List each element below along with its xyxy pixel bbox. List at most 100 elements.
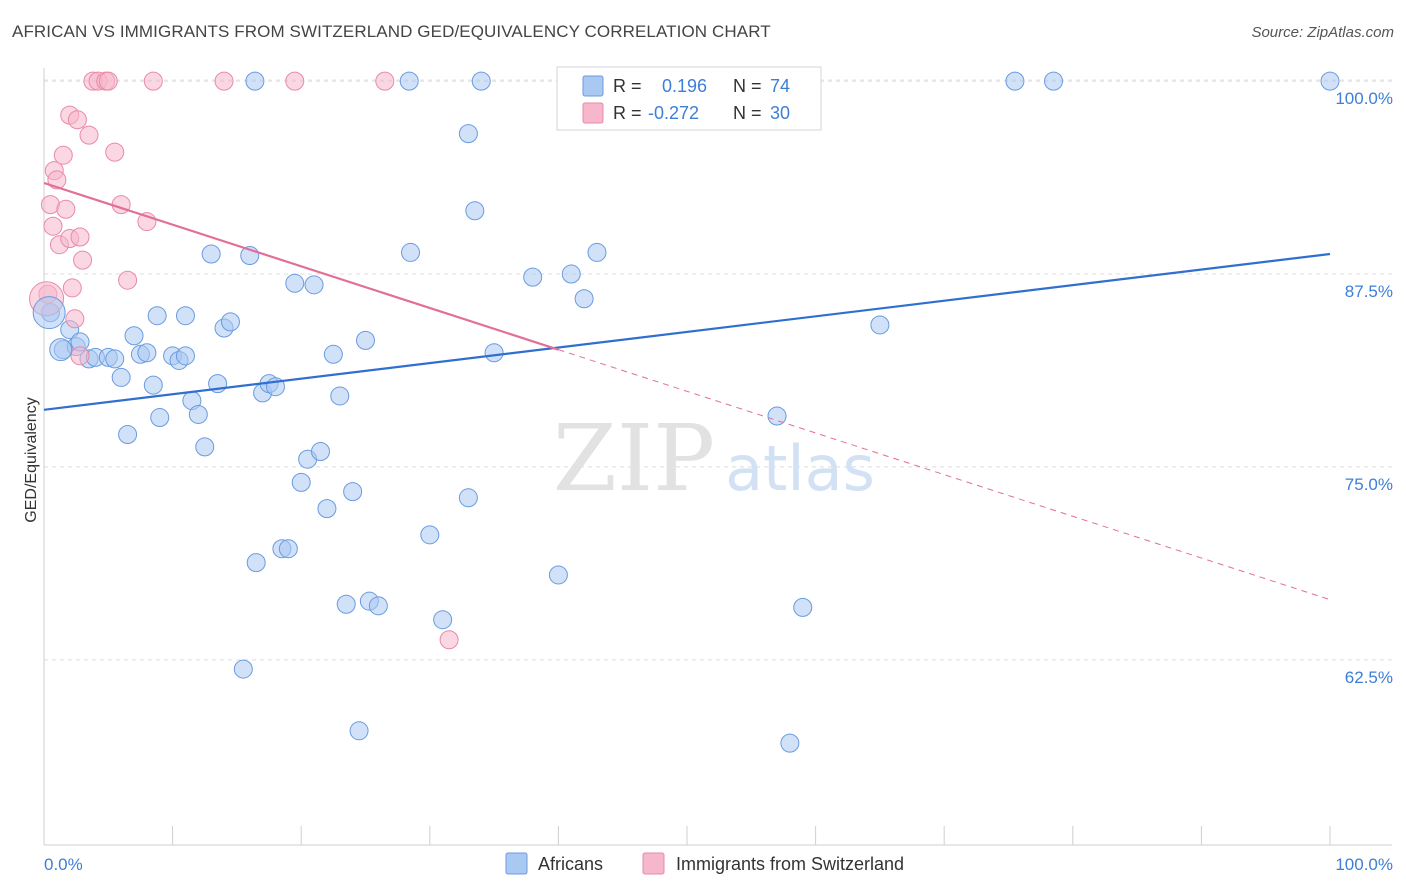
switzerland-point (285, 71, 305, 91)
africans-point (201, 244, 221, 264)
africans-point (147, 306, 167, 326)
switzerland-point (439, 630, 459, 650)
chart-title: AFRICAN VS IMMIGRANTS FROM SWITZERLAND G… (12, 22, 771, 41)
africans-point (343, 482, 363, 502)
africans-point (1320, 71, 1340, 91)
stats-legend: R = 0.196 N = 74 R = -0.272 N = 30 (556, 66, 822, 131)
tick-labels: 100.0% 87.5% 75.0% 62.5% 0.0% 100.0% (44, 89, 1393, 874)
africans-point (574, 289, 594, 309)
africans-point (137, 343, 157, 363)
africans-point (278, 539, 298, 559)
chart-source: Source: ZipAtlas.com (1251, 24, 1394, 41)
switzerland-point (375, 71, 395, 91)
x-tick-label: 0.0% (44, 855, 83, 874)
africans-point (399, 71, 419, 91)
africans-point (188, 404, 208, 424)
africans-point (246, 553, 266, 573)
switzerland-trend-line (43, 181, 559, 351)
africans-point (471, 71, 491, 91)
africans-point (310, 442, 330, 461)
switzerland-point (56, 199, 76, 219)
africans-point (420, 525, 440, 545)
africans-point (323, 344, 343, 364)
africans-r-label: R = (613, 76, 642, 96)
africans-point (465, 201, 485, 221)
africans-point (356, 330, 375, 350)
africans-point (111, 367, 131, 387)
africans-swatch (582, 75, 604, 97)
africans-point (118, 425, 138, 445)
africans-point (291, 472, 311, 492)
y-tick-label: 62.5% (1345, 668, 1393, 687)
africans-point (175, 346, 195, 366)
legend-switzerland-swatch (642, 852, 665, 875)
africans-point (245, 71, 265, 91)
africans-point (143, 375, 163, 395)
africans-point (561, 264, 581, 284)
legend-africans-label: Africans (538, 854, 603, 874)
switzerland-point (67, 110, 87, 130)
africans-point (195, 437, 215, 457)
africans-point (587, 242, 607, 262)
africans-point (32, 296, 66, 330)
africans-point (523, 267, 543, 287)
switzerland-point (70, 227, 90, 247)
africans-point (150, 408, 170, 428)
x-tick-label: 100.0% (1335, 855, 1393, 874)
africans-point (317, 499, 337, 519)
africans-point (433, 610, 453, 630)
switzerland-point (73, 250, 93, 270)
africans-point (175, 306, 195, 326)
africans-point (458, 488, 478, 508)
africans-point (285, 273, 305, 293)
africans-point (870, 315, 890, 335)
watermark-zip: ZIP (553, 405, 715, 512)
switzerland-r-value: -0.272 (648, 103, 699, 123)
data-points (29, 71, 1340, 753)
series-legend: Africans Immigrants from Switzerland (505, 852, 904, 875)
africans-point (336, 594, 356, 614)
africans-point (484, 343, 504, 363)
switzerland-point (47, 170, 67, 190)
africans-point (349, 721, 369, 741)
africans-n-value: 74 (770, 76, 790, 96)
switzerland-point (65, 309, 85, 329)
africans-point (304, 275, 324, 295)
switzerland-point (53, 145, 73, 165)
africans-r-value: 0.196 (662, 76, 707, 96)
africans-trend-line (43, 252, 1331, 411)
switzerland-point (214, 71, 234, 91)
africans-point (780, 733, 800, 753)
africans-point (220, 312, 240, 332)
switzerland-point (79, 125, 99, 145)
switzerland-trend-extension (558, 349, 1331, 601)
legend-switzerland-label: Immigrants from Switzerland (676, 854, 904, 874)
switzerland-point (70, 346, 90, 366)
africans-n-label: N = (733, 76, 762, 96)
trend-lines (43, 181, 1331, 601)
watermark: ZIP atlas (553, 405, 875, 512)
y-tick-label: 75.0% (1345, 475, 1393, 494)
africans-point (368, 596, 388, 616)
switzerland-point (62, 278, 82, 298)
africans-point (233, 659, 253, 679)
axes (43, 68, 1392, 846)
africans-point (767, 406, 787, 426)
switzerland-swatch (582, 102, 604, 124)
y-tick-label: 100.0% (1335, 89, 1393, 108)
africans-point (1005, 71, 1025, 91)
africans-point (1044, 71, 1064, 91)
grid-lines (44, 79, 1392, 661)
legend-africans-swatch (505, 852, 528, 875)
africans-point (124, 326, 144, 346)
switzerland-point (98, 71, 118, 91)
africans-point (401, 242, 421, 262)
watermark-atlas: atlas (725, 432, 875, 505)
y-axis-label: GED/Equivalency (23, 397, 40, 522)
switzerland-r-label: R = (613, 103, 642, 123)
africans-point (793, 597, 813, 617)
africans-point (548, 565, 568, 585)
africans-point (105, 349, 125, 369)
africans-point (458, 124, 478, 144)
